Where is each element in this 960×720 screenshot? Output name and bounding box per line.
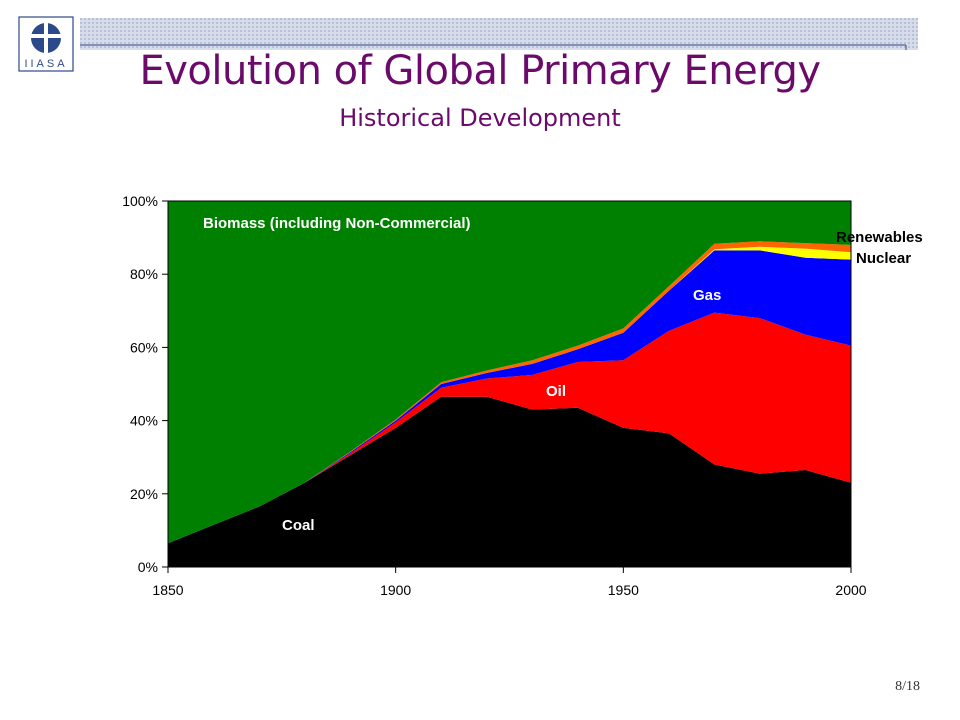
iiasa-logo: IIASA xyxy=(18,16,74,72)
label-oil: Oil xyxy=(546,383,566,400)
slide-title: Evolution of Global Primary Energy xyxy=(139,48,821,94)
area-oil xyxy=(168,312,851,544)
y-tick-label: 40% xyxy=(130,413,158,429)
header-band xyxy=(80,18,918,50)
page-number: 8/18 xyxy=(895,679,920,694)
y-tick-label: 0% xyxy=(138,559,158,575)
y-tick-label: 100% xyxy=(122,193,158,209)
x-tick-label: 1950 xyxy=(608,582,639,598)
slide-subtitle: Historical Development xyxy=(339,104,621,132)
plot-frame xyxy=(167,200,852,568)
logo-text: IIASA xyxy=(24,58,67,70)
axes: 0% 20% 40% 60% 80% 100% 1850 1900 1950 2000 xyxy=(122,193,867,598)
series-labels: Biomass (including Non-Commercial) Coal … xyxy=(203,215,923,534)
area-layers xyxy=(168,201,851,567)
x-tick-label: 1850 xyxy=(152,582,183,598)
area-gas xyxy=(168,250,851,544)
x-tick-label: 2000 xyxy=(835,582,866,598)
area-coal xyxy=(168,396,851,567)
y-tick-label: 20% xyxy=(130,486,158,502)
label-coal: Coal xyxy=(282,517,315,534)
label-nuclear: Nuclear xyxy=(856,250,911,267)
y-tick-label: 80% xyxy=(130,266,158,282)
area-biomass xyxy=(168,201,851,544)
x-tick-label: 1900 xyxy=(380,582,411,598)
label-biomass: Biomass (including Non-Commercial) xyxy=(203,215,471,232)
y-tick-label: 60% xyxy=(130,339,158,355)
label-renewables: Renewables xyxy=(836,229,923,246)
label-gas: Gas xyxy=(693,287,721,304)
